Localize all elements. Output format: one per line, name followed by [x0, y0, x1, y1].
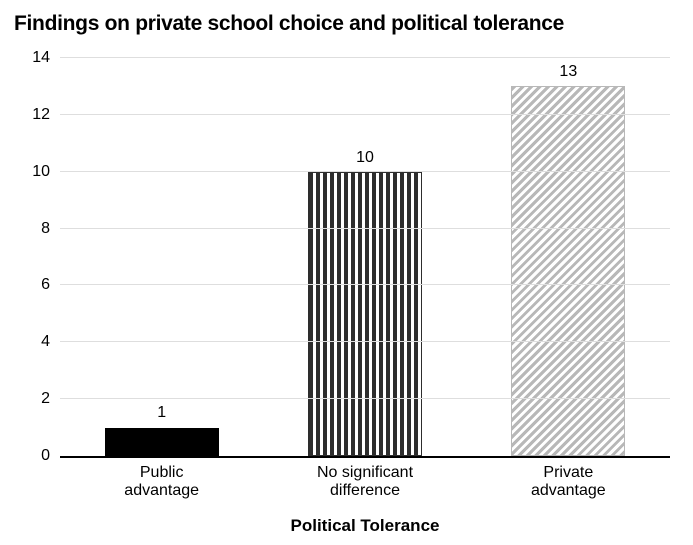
- bar-value-label: 10: [356, 149, 374, 167]
- plot-area: 1Public advantage10No significant differ…: [60, 60, 670, 458]
- x-axis-label: Political Tolerance: [291, 516, 440, 536]
- bar-slot: 10No significant difference: [263, 60, 466, 456]
- bar-slot: 13Private advantage: [467, 60, 670, 456]
- ytick-label: 10: [32, 163, 50, 181]
- ytick-label: 14: [32, 49, 50, 67]
- bar-value-label: 1: [157, 404, 166, 422]
- bar-value-label: 13: [559, 63, 577, 81]
- category-label: Private advantage: [531, 464, 606, 501]
- bar: 13: [511, 86, 625, 456]
- bar-slot: 1Public advantage: [60, 60, 263, 456]
- ytick-label: 2: [41, 390, 50, 408]
- gridline: [60, 284, 670, 285]
- category-label: Public advantage: [124, 464, 199, 501]
- gridline: [60, 114, 670, 115]
- gridline: [60, 57, 670, 58]
- gridline: [60, 398, 670, 399]
- bar: 10: [308, 172, 422, 456]
- ytick-label: 8: [41, 220, 50, 238]
- ytick-label: 0: [41, 447, 50, 465]
- category-label: No significant difference: [317, 464, 413, 501]
- ytick-label: 6: [41, 276, 50, 294]
- bar: 1: [105, 428, 219, 456]
- gridline: [60, 171, 670, 172]
- chart-title: Findings on private school choice and po…: [14, 12, 564, 36]
- ytick-label: 4: [41, 333, 50, 351]
- gridline: [60, 341, 670, 342]
- ytick-label: 12: [32, 106, 50, 124]
- gridline: [60, 228, 670, 229]
- bars-container: 1Public advantage10No significant differ…: [60, 60, 670, 456]
